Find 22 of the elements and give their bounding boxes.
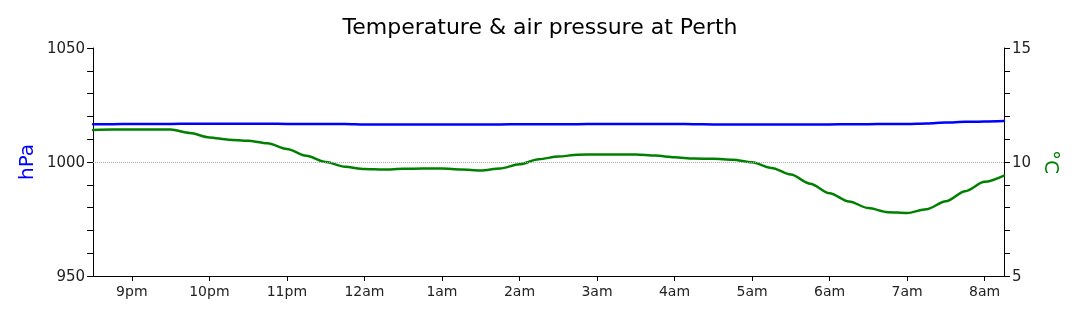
x-tick-label: 9pm [116,283,148,299]
line-series [91,128,1006,215]
x-tick-label: 10pm [189,283,230,299]
y2-tick-label: 5 [1012,267,1022,285]
y2-axis-title: °C [1039,150,1064,174]
x-tick-label: 4am [658,283,691,299]
x-tick-label: 8am [969,283,1001,299]
x-tick-label: 3am [581,283,613,299]
x-tick-label: 11pm [266,283,308,299]
y-axis-title: hPa [14,143,38,181]
x-tick-label: 12am [344,283,385,299]
x-tick-label: 5am [736,283,768,299]
y2-tick-label: 15 [1012,39,1032,57]
y-tick-label: 950 [56,267,86,285]
y2-tick-label: 10 [1012,153,1032,171]
y-tick-label: 1000 [46,153,86,171]
x-tick-label: 6am [814,283,846,299]
x-tick-label: 2am [503,283,536,299]
chart-title: Temperature & air pressure at Perth [341,13,738,39]
x-tick-label: 7am [891,283,923,299]
y-tick-label: 1050 [46,39,86,57]
x-tick-label: 1am [426,283,458,299]
